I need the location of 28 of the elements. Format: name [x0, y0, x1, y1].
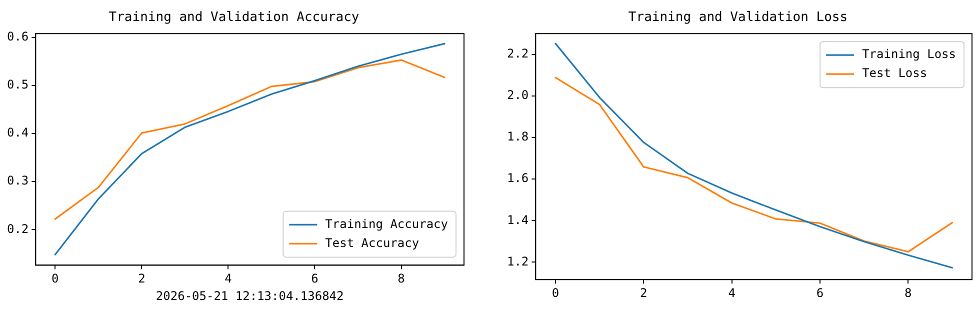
- y-tick-label: 0.4: [6, 126, 29, 140]
- x-tick-label: 0: [52, 272, 59, 286]
- legend-label: Training Accuracy: [325, 216, 448, 231]
- y-tick-label: 2.2: [506, 46, 529, 61]
- x-tick-label: 4: [728, 286, 736, 300]
- legend-label: Training Loss: [862, 47, 956, 62]
- x-tick-label: 8: [904, 286, 912, 300]
- x-tick-label: 8: [398, 272, 405, 286]
- y-tick-label: 1.4: [506, 212, 529, 227]
- chart-title: Training and Validation Loss: [628, 10, 848, 26]
- y-tick-label: 0.2: [6, 222, 29, 236]
- x-tick-label: 2: [640, 286, 648, 300]
- y-tick-label: 1.6: [506, 171, 529, 186]
- x-tick-label: 6: [311, 272, 318, 286]
- legend-label: Test Accuracy: [325, 236, 420, 250]
- x-tick-label: 0: [552, 286, 560, 300]
- x-axis-title: 2026-05-21 12:13:04.136842: [156, 288, 344, 303]
- y-tick-label: 1.8: [506, 130, 529, 144]
- x-tick-label: 4: [224, 272, 232, 286]
- legend-label: Test Loss: [862, 66, 928, 80]
- y-tick-label: 1.2: [506, 254, 529, 268]
- y-tick-label: 0.3: [6, 174, 29, 188]
- y-tick-label: 2.0: [506, 88, 529, 102]
- x-tick-label: 2: [138, 272, 146, 286]
- chart-title: Training and Validation Accuracy: [108, 10, 360, 26]
- y-tick-label: 0.6: [6, 30, 29, 44]
- x-tick-label: 6: [816, 286, 824, 300]
- y-tick-label: 0.5: [6, 78, 29, 92]
